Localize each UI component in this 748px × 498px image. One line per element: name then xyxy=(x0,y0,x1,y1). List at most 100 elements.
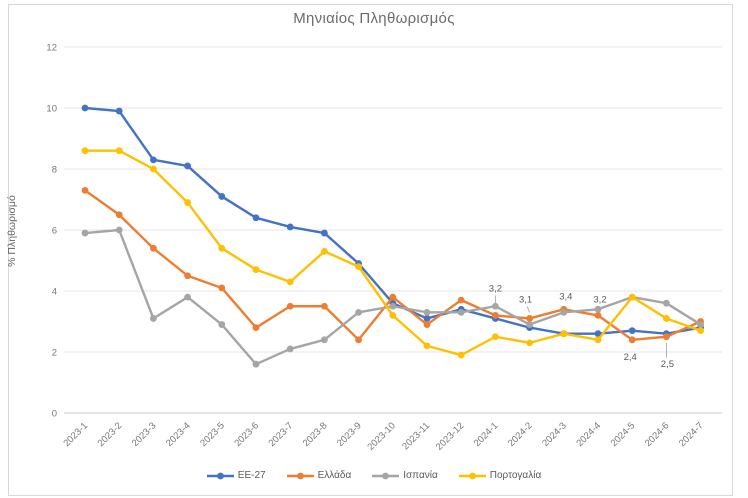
data-point-Ισπανία-2023-11 xyxy=(423,308,431,316)
data-point-Ελλάδα-2023-8 xyxy=(321,302,328,310)
data-point-Ελλάδα-2023-12 xyxy=(457,296,465,304)
x-tick-label: 2023-1 xyxy=(61,420,90,449)
legend-label: EE-27 xyxy=(237,470,266,481)
data-point-Ισπανία-2023-6 xyxy=(252,360,260,368)
leader-line xyxy=(526,306,531,313)
legend-item-Ελλάδα[interactable]: Ελλάδα xyxy=(286,470,352,481)
data-point-Ισπανία-2023-12 xyxy=(457,308,465,316)
data-point-EE-27-2024-5 xyxy=(628,327,636,335)
data-point-Ελλάδα-2023-3 xyxy=(150,244,157,252)
x-tick-label: 2024-4 xyxy=(574,420,603,449)
x-tick-label: 2023-12 xyxy=(434,420,466,452)
data-point-Ισπανία-2024-3 xyxy=(560,308,568,316)
x-tick-label: 2023-9 xyxy=(335,420,364,449)
data-label: 3,4 xyxy=(559,291,572,302)
data-point-Πορτογαλία-2024-7 xyxy=(697,327,704,335)
data-point-Ισπανία-2023-2 xyxy=(115,226,123,234)
data-point-EE-27-2023-7 xyxy=(286,223,294,231)
x-tick-label: 2024-7 xyxy=(677,420,706,449)
data-point-Ισπανία-2024-2 xyxy=(526,321,533,328)
data-point-Ελλάδα-2023-4 xyxy=(184,272,192,280)
legend-label: Ισπανία xyxy=(403,470,438,481)
data-point-Ελλάδα-2024-6 xyxy=(663,333,670,341)
data-point-EE-27-2023-11 xyxy=(423,315,431,322)
x-tick-label: 2023-3 xyxy=(130,420,159,449)
data-point-EE-27-2023-8 xyxy=(321,229,328,237)
x-tick-label: 2024-3 xyxy=(540,420,569,449)
data-point-Πορτογαλία-2023-6 xyxy=(252,266,260,274)
legend: EE-27 Ελλάδα Ισπανία Πορτογαλία xyxy=(0,470,748,481)
data-point-Ελλάδα-2024-4 xyxy=(594,312,602,319)
x-tick-label: 2024-6 xyxy=(643,420,672,449)
data-point-Ισπανία-2023-1 xyxy=(81,229,89,237)
data-point-Ισπανία-2023-3 xyxy=(150,315,157,322)
data-point-Ελλάδα-2023-1 xyxy=(81,186,89,194)
x-tick-label: 2024-1 xyxy=(472,420,501,449)
data-point-Ισπανία-2024-4 xyxy=(594,305,602,313)
legend-label: Ελλάδα xyxy=(317,470,352,481)
data-label: 2,5 xyxy=(661,359,674,370)
data-point-Πορτογαλία-2023-1 xyxy=(81,147,89,155)
data-point-Πορτογαλία-2023-4 xyxy=(184,199,192,206)
data-point-Ελλάδα-2023-10 xyxy=(389,293,397,301)
data-point-Πορτογαλία-2023-2 xyxy=(115,147,123,155)
x-tick-label: 2024-5 xyxy=(609,420,638,449)
x-tick-label: 2023-7 xyxy=(267,420,296,449)
data-point-Πορτογαλία-2024-2 xyxy=(526,339,533,347)
data-point-Πορτογαλία-2023-5 xyxy=(218,244,226,252)
x-tick-label: 2023-2 xyxy=(96,420,125,449)
data-point-EE-27-2023-6 xyxy=(252,214,260,222)
data-point-EE-27-2024-4 xyxy=(594,330,602,338)
y-tick-label: 12 xyxy=(46,43,57,54)
data-point-Ισπανία-2023-8 xyxy=(321,336,328,344)
data-label: 3,2 xyxy=(593,294,606,305)
y-tick-label: 10 xyxy=(46,104,57,115)
x-tick-label: 2023-4 xyxy=(164,420,193,449)
data-point-Πορτογαλία-2024-1 xyxy=(492,333,499,341)
chart-frame[interactable] xyxy=(8,4,733,496)
y-tick-label: 2 xyxy=(52,348,57,359)
data-point-Πορτογαλία-2024-4 xyxy=(594,336,602,344)
data-point-Ελλάδα-2023-7 xyxy=(286,302,294,310)
data-point-EE-27-2023-5 xyxy=(218,193,226,200)
legend-item-Ισπανία[interactable]: Ισπανία xyxy=(372,470,438,481)
data-point-Πορτογαλία-2023-8 xyxy=(321,247,328,255)
x-tick-label: 2023-8 xyxy=(301,420,330,449)
data-point-Ισπανία-2023-7 xyxy=(286,345,294,353)
legend-item-EE-27[interactable]: EE-27 xyxy=(206,470,266,481)
x-tick-label: 2023-10 xyxy=(365,420,397,452)
chart-title[interactable]: Μηνιαίος Πληθωρισμός xyxy=(293,10,455,27)
x-tick-label: 2023-6 xyxy=(232,420,261,449)
data-point-Ελλάδα-2023-9 xyxy=(355,336,362,344)
y-tick-label: 8 xyxy=(52,165,57,176)
data-point-Πορτογαλία-2023-7 xyxy=(286,278,294,286)
data-point-Ελλάδα-2023-11 xyxy=(423,321,431,328)
legend-item-Πορτογαλία[interactable]: Πορτογαλία xyxy=(458,470,542,481)
series-line-Πορτογαλία xyxy=(83,149,702,357)
y-tick-label: 4 xyxy=(52,287,57,298)
data-point-Ελλάδα-2024-5 xyxy=(628,336,636,344)
data-point-Πορτογαλία-2024-5 xyxy=(628,293,636,301)
y-tick-label: 0 xyxy=(52,409,57,420)
data-label: 3,1 xyxy=(519,294,532,305)
data-point-EE-27-2023-2 xyxy=(115,107,123,115)
data-point-Ισπανία-2023-5 xyxy=(218,321,226,328)
x-tick-label: 2023-11 xyxy=(400,420,432,452)
x-tick-label: 2024-2 xyxy=(506,420,535,449)
legend-label: Πορτογαλία xyxy=(489,470,542,481)
data-point-Πορτογαλία-2023-10 xyxy=(389,312,397,319)
data-point-EE-27-2023-4 xyxy=(184,162,192,170)
data-point-Ισπανία-2023-10 xyxy=(389,302,397,310)
data-point-Πορτογαλία-2023-9 xyxy=(355,263,362,270)
y-tick-label: 6 xyxy=(52,226,57,237)
data-label: 3,2 xyxy=(489,283,502,294)
data-label: 2,4 xyxy=(624,352,637,363)
data-point-Ισπανία-2024-6 xyxy=(663,299,670,307)
data-point-Ελλάδα-2023-2 xyxy=(115,211,123,219)
legend-marker-icon xyxy=(206,472,234,479)
data-point-Πορτογαλία-2023-11 xyxy=(423,342,431,350)
data-point-Πορτογαλία-2023-12 xyxy=(457,351,465,359)
data-point-Ισπανία-2023-4 xyxy=(184,293,192,301)
legend-marker-icon xyxy=(372,472,400,479)
